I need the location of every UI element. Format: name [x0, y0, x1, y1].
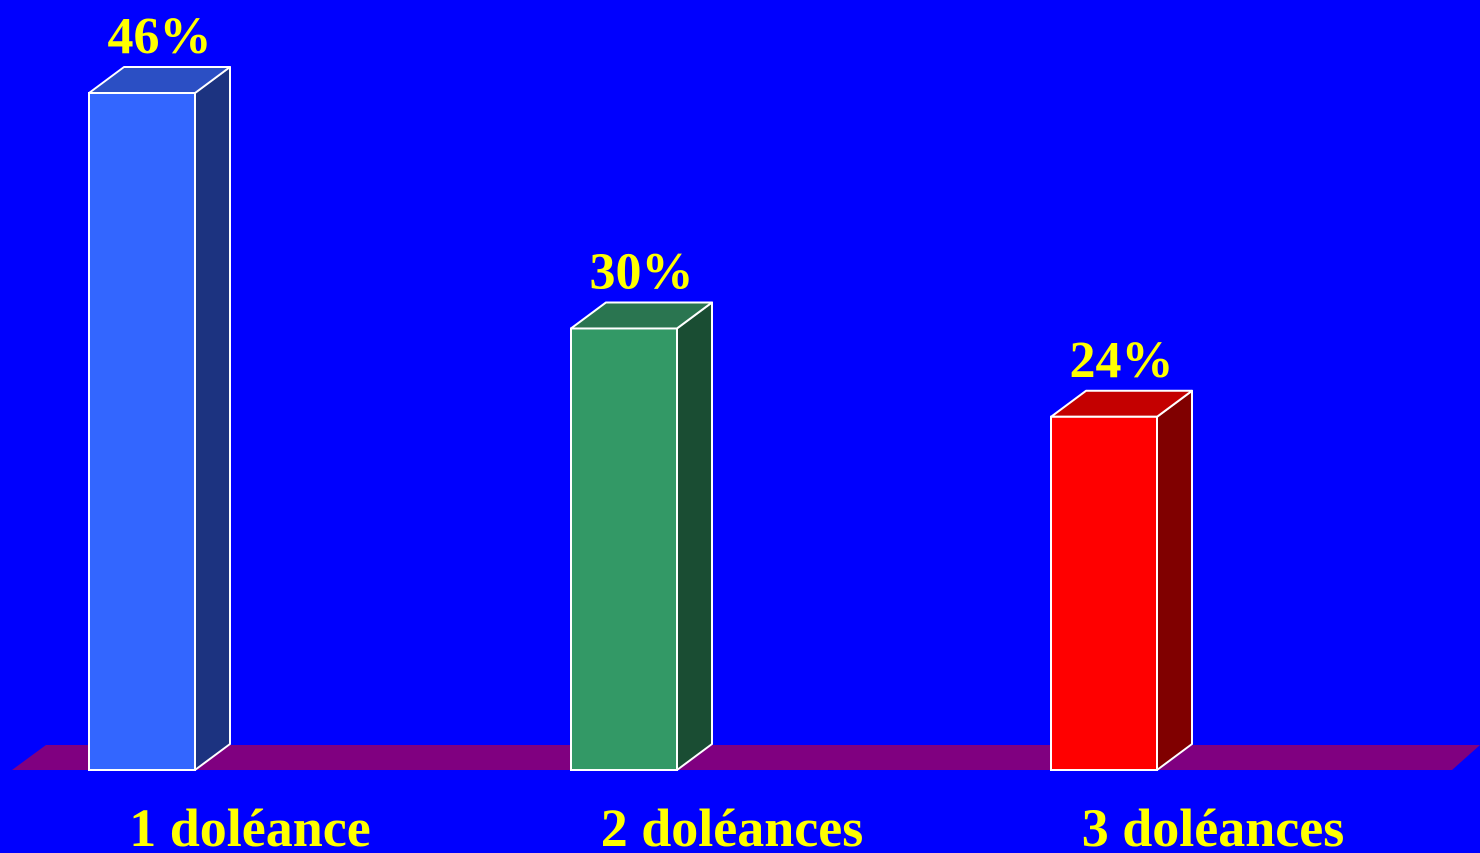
value-label: 46%: [108, 8, 212, 65]
bar-front-face: [1050, 415, 1158, 771]
category-label: 1 doléance: [129, 798, 370, 853]
bar-2: [570, 301, 713, 771]
bar-front-face: [570, 327, 678, 771]
chart-floor: [12, 745, 1480, 770]
bar-side-face: [676, 301, 713, 771]
value-label: 30%: [590, 243, 694, 300]
bar-3: [1050, 389, 1193, 771]
category-label: 3 doléances: [1082, 798, 1345, 853]
bar-1: [88, 66, 231, 771]
labels-layer: 46% 1 doléance 30% 2 doléances 24% 3 doléance…: [108, 8, 1345, 853]
bar-side-face: [194, 66, 231, 771]
bars-layer: [88, 66, 1193, 771]
category-label: 2 doléances: [601, 798, 864, 853]
bar-side-face: [1156, 389, 1193, 771]
bar-front-face: [88, 92, 196, 771]
value-label: 24%: [1070, 332, 1174, 389]
